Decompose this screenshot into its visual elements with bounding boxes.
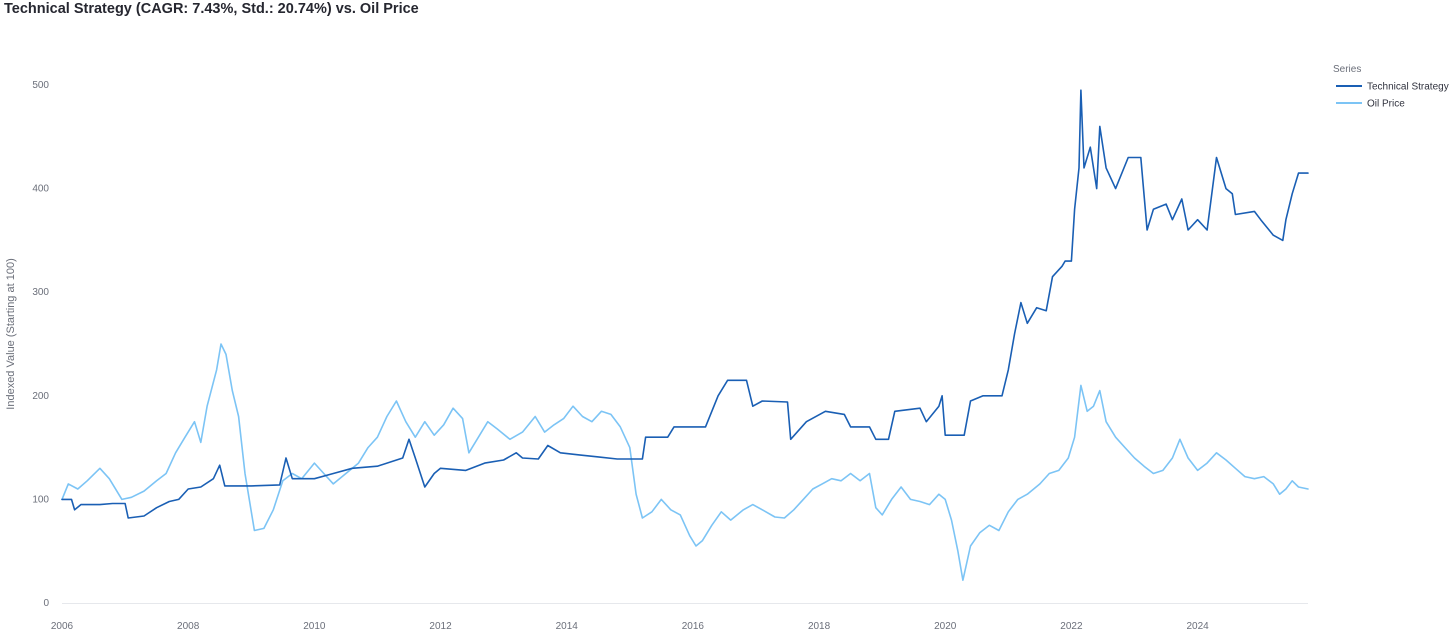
x-tick-label: 2006 [51, 621, 74, 632]
x-tick-label: 2014 [556, 621, 579, 632]
x-tick-label: 2022 [1060, 621, 1083, 632]
y-axis-title: Indexed Value (Starting at 100) [5, 258, 17, 409]
series-line-oil-price [61, 343, 1309, 581]
y-tick-label: 100 [32, 494, 49, 505]
series-line-technical-strategy [61, 89, 1309, 519]
series-lines [61, 89, 1309, 581]
chart-title: Technical Strategy (CAGR: 7.43%, Std.: 2… [4, 1, 419, 17]
x-axis: 2006 2008 2010 2012 2014 2016 2018 2020 2022 2024 [51, 621, 1209, 632]
x-tick-label: 2012 [429, 621, 452, 632]
x-tick-label: 2010 [303, 621, 326, 632]
x-tick-label: 2016 [682, 621, 705, 632]
x-tick-label: 2020 [934, 621, 957, 632]
y-tick-label: 0 [43, 598, 49, 609]
legend-title: Series [1333, 64, 1361, 75]
x-tick-label: 2018 [808, 621, 831, 632]
y-axis: 0 100 200 300 400 500 [32, 80, 49, 609]
x-tick-label: 2024 [1186, 621, 1209, 632]
y-tick-label: 400 [32, 184, 49, 195]
legend-label: Oil Price [1367, 99, 1405, 110]
legend-label: Technical Strategy [1367, 82, 1449, 93]
y-tick-label: 200 [32, 391, 49, 402]
x-tick-label: 2008 [177, 621, 200, 632]
legend-items: Technical Strategy Oil Price [1336, 82, 1449, 110]
legend: Series Technical Strategy Oil Price [1333, 64, 1449, 110]
y-tick-label: 500 [32, 80, 49, 91]
y-tick-label: 300 [32, 287, 49, 298]
